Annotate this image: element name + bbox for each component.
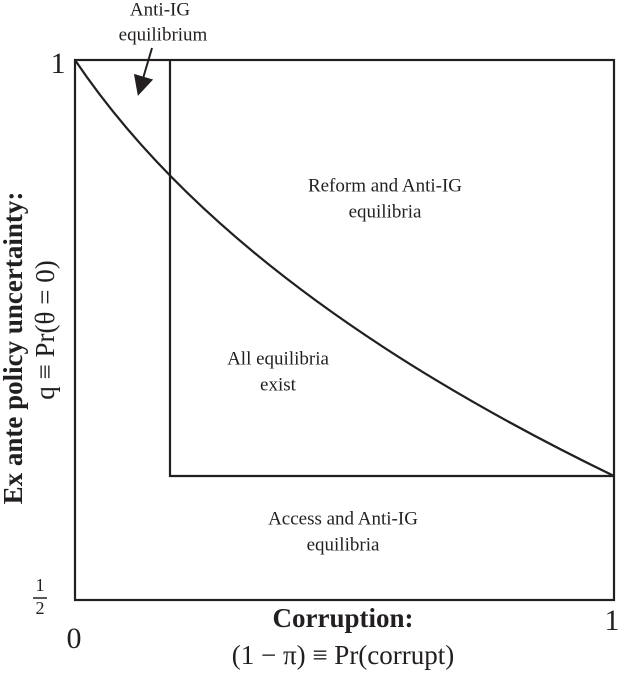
region-label: Reform and Anti-IG xyxy=(308,175,462,196)
region-label: Access and Anti-IG xyxy=(268,508,418,529)
region-label: All equilibria xyxy=(227,348,329,369)
y-tick-label: 1 xyxy=(51,47,66,80)
x-tick-label: 1 xyxy=(605,604,620,637)
y-axis-title: Ex ante policy uncertainty: xyxy=(0,192,28,505)
annotation-text: Anti-IG xyxy=(130,0,190,20)
x-axis-title: Corruption: xyxy=(273,603,414,633)
x-axis-subtitle: (1 − π) ≡ Pr(corrupt) xyxy=(232,640,455,670)
annotation-text: equilibrium xyxy=(119,24,208,45)
annotation-arrow xyxy=(133,47,154,96)
region-label: exist xyxy=(260,374,297,395)
boundary-curve xyxy=(74,59,615,477)
region-label: equilibria xyxy=(307,534,380,555)
region-label: equilibria xyxy=(349,201,422,222)
inner-region-border xyxy=(168,60,614,478)
y-tick-numerator: 1 xyxy=(36,575,45,595)
y-tick-denominator: 2 xyxy=(36,598,45,618)
x-tick-label: 0 xyxy=(67,622,82,655)
y-axis-subtitle: q ≡ Pr(θ = 0) xyxy=(30,260,60,399)
outer-box xyxy=(73,58,616,602)
